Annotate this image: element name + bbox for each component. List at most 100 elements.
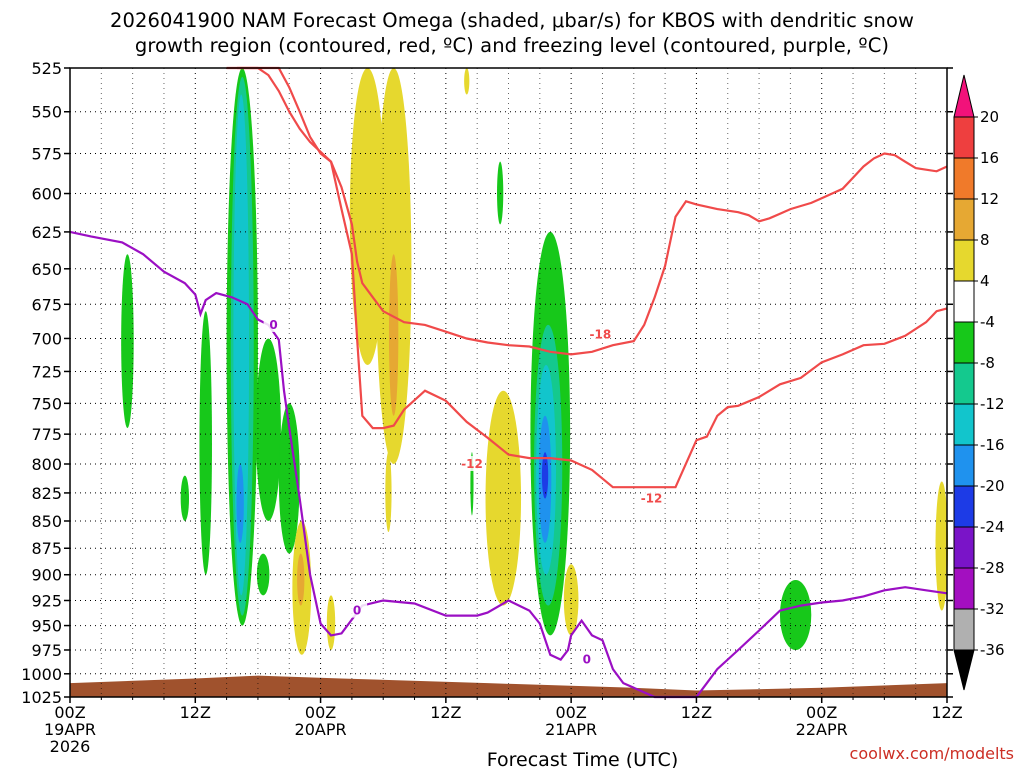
freezing-label: 0 xyxy=(269,318,277,332)
y-tick-label: 775 xyxy=(31,425,62,444)
colorbar-label: -12 xyxy=(980,395,1005,413)
freezing-label: 0 xyxy=(583,653,591,667)
freezing-label-bg xyxy=(347,602,368,618)
x-tick-label: 12Z xyxy=(681,703,712,722)
dendritic-label-bg xyxy=(590,326,611,342)
colorbar-label: 4 xyxy=(980,272,990,290)
isotherm-minus18-contour xyxy=(226,66,948,356)
x-tick-date: 22APR xyxy=(796,720,848,739)
terrain-fill xyxy=(70,675,947,697)
y-tick-label: 1000 xyxy=(21,665,62,684)
isotherm-minus12-contour xyxy=(237,66,948,489)
colorbar-label: 12 xyxy=(980,190,999,208)
dendritic-label-bg xyxy=(461,455,482,471)
x-tick-date: 21APR xyxy=(545,720,597,739)
colorbar-label: -28 xyxy=(980,559,1005,577)
colorbar-label: -8 xyxy=(980,354,995,372)
x-tick-label: 12Z xyxy=(180,703,211,722)
y-tick-label: 850 xyxy=(31,512,62,531)
omega-shading xyxy=(121,68,949,655)
colorbar-bottom-arrow xyxy=(953,649,975,691)
terrain-surface xyxy=(70,675,947,697)
y-tick-label: 825 xyxy=(31,484,62,503)
omega-cell xyxy=(326,595,336,650)
omega-cell xyxy=(233,94,250,596)
y-tick-label: 550 xyxy=(31,103,62,122)
y-tick-label: 575 xyxy=(31,145,62,164)
omega-cell xyxy=(199,311,212,575)
omega-cell xyxy=(256,553,270,596)
y-tick-label: 725 xyxy=(31,362,62,381)
colorbar-swatch xyxy=(953,403,975,446)
omega-cell xyxy=(485,390,522,606)
omega-cell xyxy=(563,564,579,636)
y-tick-label: 800 xyxy=(31,455,62,474)
dendritic-label: -12 xyxy=(461,457,483,471)
colorbar-swatch xyxy=(953,198,975,241)
colorbar-swatch xyxy=(953,239,975,282)
colorbar-swatch xyxy=(953,444,975,487)
x-tick-label: 00Z xyxy=(555,703,586,722)
freezing-label: 0 xyxy=(353,604,361,618)
colorbar-swatch xyxy=(953,116,975,159)
y-tick-label: 625 xyxy=(31,223,62,242)
y-tick-label: 650 xyxy=(31,260,62,279)
x-tick-year: 2026 xyxy=(50,737,91,756)
dendritic-label: -18 xyxy=(590,327,612,341)
colorbar-swatch xyxy=(953,608,975,651)
omega-cell xyxy=(385,452,392,532)
x-tick-label: 00Z xyxy=(806,703,837,722)
y-tick-label: 925 xyxy=(31,591,62,610)
contours: 0 0 0 -18 -12 -12 xyxy=(69,66,948,699)
colorbar: 20 16 12 8 4 -4 -8 -12 -16 -20 -24 -28 -32 -36 xyxy=(953,74,1005,691)
omega-cell xyxy=(935,481,949,611)
colorbar-label: -16 xyxy=(980,436,1005,454)
colorbar-swatch xyxy=(953,321,975,364)
y-tick-label: 525 xyxy=(31,59,62,78)
dendritic-label-bg xyxy=(641,490,662,506)
omega-cell xyxy=(180,475,190,521)
x-tick-label: 12Z xyxy=(430,703,461,722)
credit-link[interactable]: coolwx.com/modelts xyxy=(849,744,1014,763)
omega-cell xyxy=(497,161,504,225)
x-axis-label: Forecast Time (UTC) xyxy=(487,749,678,768)
omega-cell xyxy=(297,553,305,606)
colorbar-swatch xyxy=(953,485,975,528)
colorbar-swatch xyxy=(953,362,975,405)
freezing-label-bg xyxy=(576,651,597,667)
y-tick-label: 975 xyxy=(31,641,62,660)
colorbar-label: -4 xyxy=(980,313,995,331)
axes: 525 550 575 600 625 650 675 700 725 750 775 800 825 8… xyxy=(21,59,962,768)
y-tick-label: 875 xyxy=(31,539,62,558)
y-tick-label: 600 xyxy=(31,185,62,204)
omega-cell xyxy=(779,579,812,650)
colorbar-label: 8 xyxy=(980,231,990,249)
colorbar-label: 20 xyxy=(980,108,999,126)
x-tick-label: 00Z xyxy=(54,703,85,722)
x-tick-label: 12Z xyxy=(931,703,962,722)
colorbar-label: -24 xyxy=(980,518,1005,536)
y-tick-label: 700 xyxy=(31,329,62,348)
colorbar-swatch xyxy=(953,157,975,200)
colorbar-swatch xyxy=(953,526,975,569)
freezing-label-bg xyxy=(263,316,284,332)
omega-cell xyxy=(388,254,399,416)
omega-cell xyxy=(121,254,134,429)
colorbar-swatch xyxy=(953,567,975,610)
omega-cell xyxy=(255,338,281,521)
omega-cell xyxy=(541,452,549,499)
y-tick-label: 900 xyxy=(31,566,62,585)
colorbar-swatch xyxy=(953,280,975,323)
freezing-level-contour xyxy=(69,230,948,699)
colorbar-label: -36 xyxy=(980,641,1005,659)
y-tick-label: 750 xyxy=(31,394,62,413)
y-tick-label: 950 xyxy=(31,617,62,636)
colorbar-label: -20 xyxy=(980,477,1005,495)
x-tick-date: 20APR xyxy=(295,720,347,739)
omega-cell xyxy=(464,68,470,95)
colorbar-label: 16 xyxy=(980,149,999,167)
colorbar-label: -32 xyxy=(980,600,1005,618)
omega-cell xyxy=(236,463,244,543)
y-tick-label: 1025 xyxy=(21,688,62,707)
